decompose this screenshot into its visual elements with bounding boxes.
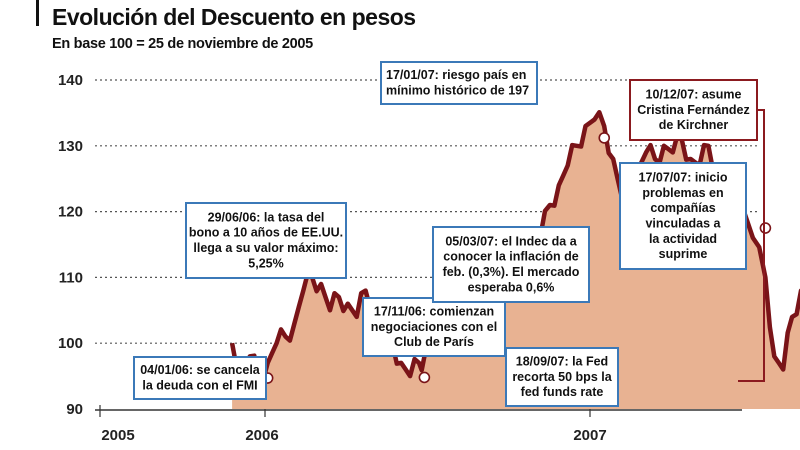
chart-subtitle: En base 100 = 25 de noviembre de 2005 [52,36,313,52]
annotation-text: esperaba 0,6% [468,280,555,294]
title-accent-bar [36,0,39,26]
annotation-text: 05/03/07: el Indec da a [445,234,577,248]
annotation-text: 17/11/06: comienzan [374,305,494,319]
annotation-text: de Kirchner [659,118,729,132]
annotation-text: Club de París [394,335,474,349]
annotation-frame [185,202,347,279]
x-tick-label: 2007 [573,427,606,444]
annotation-box: 05/03/07: el Indec da a conocer la inflac… [432,226,590,303]
annotation-text: suprime [659,247,708,261]
annotation-connector [738,109,765,382]
annotations: 04/01/06: se cancela la deuda con el FMI 2… [133,61,765,407]
x-axis: 2005 2006 2007 [95,405,742,444]
x-tick-label: 2005 [101,427,134,444]
chart-title: Evolución del Descuento en pesos [52,4,416,30]
annotation-frame [619,162,747,270]
annotation-text: compañías [650,201,715,215]
annotation-text: 29/06/06: la tasa del [208,210,325,224]
event-marker [759,222,772,234]
annotation-text: 18/09/07: la Fed [516,355,608,369]
series-line [229,109,800,383]
annotation-box: 29/06/06: la tasa del bono a 10 años de E… [185,202,347,279]
x-tick-label: 2006 [245,427,278,444]
annotation-frame [380,61,538,105]
annotation-text: la deuda con el FMI [142,379,257,393]
annotation-text: 04/01/06: se cancela [140,363,261,377]
annotation-frame [629,79,758,141]
y-tick-label: 140 [58,72,83,89]
event-marker [598,132,611,144]
annotation-box: 04/01/06: se cancela la deuda con el FMI [133,356,267,400]
annotation-text: Cristina Fernández [637,103,750,117]
annotation-text: 17/01/07: riesgo país en [386,68,526,82]
annotation-text: conocer la inflación de [443,250,578,264]
annotation-box: 17/01/07: riesgo país en mínimo histórico… [380,61,538,105]
annotation-text: 17/07/07: inicio [639,171,728,185]
annotation-text: 5,25% [248,256,283,270]
annotation-text: llega a su valor máximo: [193,241,338,255]
annotation-text: vinculadas a [645,217,721,231]
annotation-frame [505,347,619,407]
annotation-frame [432,226,590,303]
y-axis: 90 100 110 120 130 140 [58,72,83,418]
annotation-text: recorta 50 bps la [512,370,612,384]
event-marker [418,371,431,384]
annotation-text: 10/12/07: asume [646,88,742,102]
annotation-text: mínimo histórico de 197 [386,84,529,98]
annotation-frame [362,297,506,357]
annotation-text: feb. (0,3%). El mercado [443,265,580,279]
annotation-frame [133,356,267,400]
annotation-text: fed funds rate [521,385,604,399]
annotation-text: la actividad [649,232,717,246]
y-tick-label: 120 [58,204,83,221]
y-tick-label: 90 [66,401,83,418]
annotation-text: negociaciones con el [371,320,497,334]
y-tick-label: 130 [58,138,83,155]
annotation-text: bono a 10 años de EE.UU. [189,226,343,240]
y-tick-label: 100 [58,335,83,352]
annotation-text: problemas en [642,186,723,200]
y-tick-label: 110 [59,269,83,286]
